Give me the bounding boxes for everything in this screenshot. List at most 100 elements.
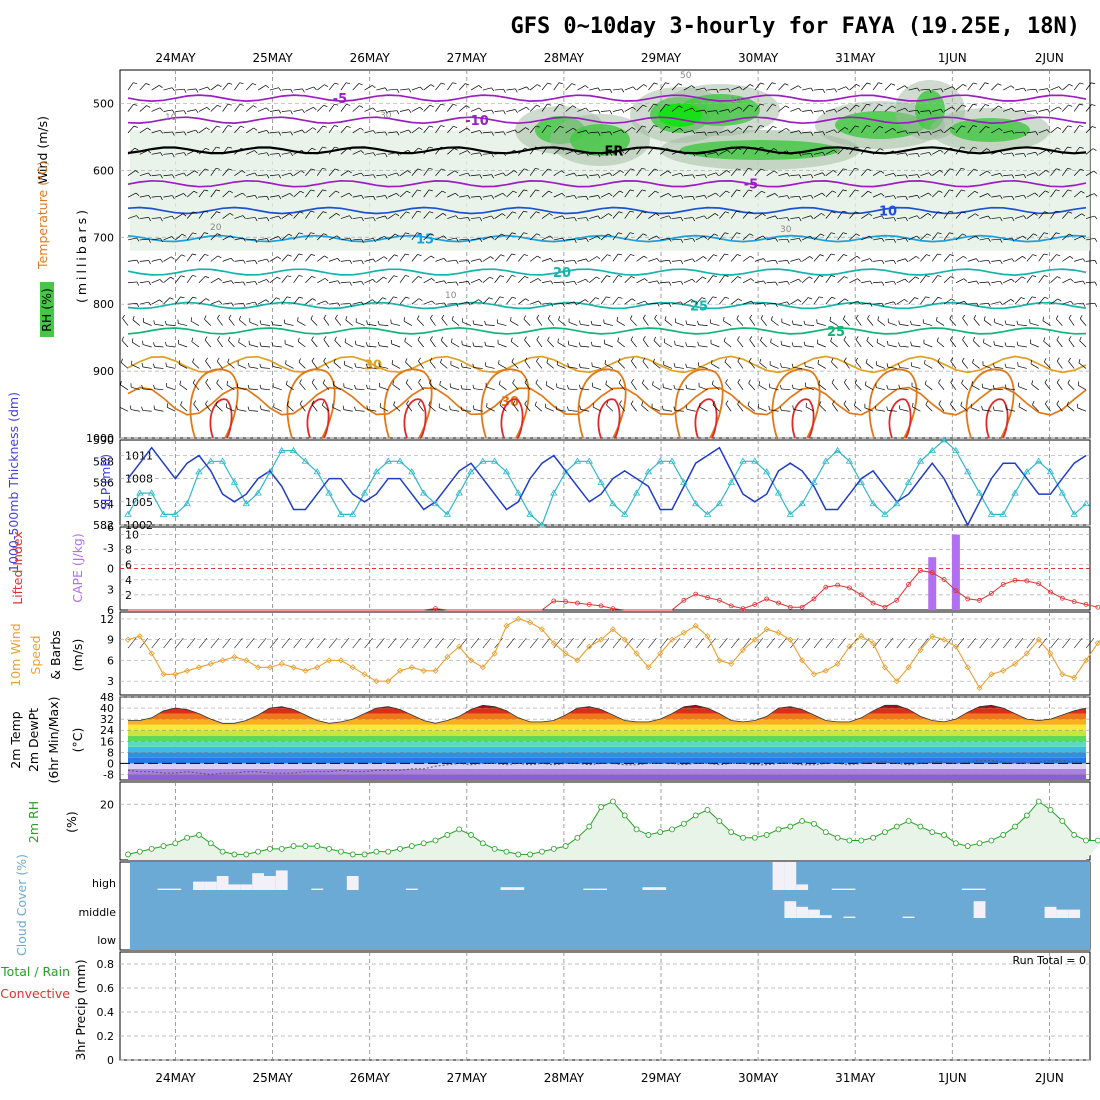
wind-barb [352,195,362,198]
wind-barb [151,195,161,198]
wind-barb [671,301,681,305]
wind-barb [754,146,761,155]
wind-barb-flag [557,338,559,343]
wind-barb [281,131,291,134]
wind-barb [911,345,921,348]
temp-color-band [128,774,1086,780]
wind-barb [802,131,812,134]
ylabel-precip: 3hr Precip (mm) [73,959,88,1060]
pressure-tick-label: 800 [93,298,114,311]
wind-barb [258,258,267,262]
wind-barb [754,190,762,198]
wind-barb-flag [928,192,932,196]
wind-barb-flag [893,195,897,200]
thickness-point [621,510,629,517]
wind-barb [343,409,353,412]
wind-barb-flag [449,405,451,410]
wind10-barb [411,637,421,649]
wind-barb [322,404,330,412]
wind-barb-flag [429,104,434,108]
wind-barb [831,382,838,391]
wind-barb-flag [787,281,790,285]
wind10-point [787,636,794,643]
wind-barb [192,382,200,391]
wind-barb [686,367,696,369]
wind-barb [340,170,349,177]
wind-barb [1050,86,1059,91]
wind-barb [1067,383,1075,391]
wind10-barb [1085,637,1095,649]
wind-barb-flag [854,379,858,384]
wind-barb-flag [361,281,364,286]
wind-barb [813,172,823,177]
wind-barb-flag [891,83,896,86]
wind-barb-flag [574,281,577,285]
wind-barb [298,341,306,348]
wind10-point [124,636,132,643]
wind-barb-flag [537,255,541,259]
wind-barb-flag [579,384,581,389]
wind-barb [781,388,791,391]
wind-barb-flag [383,276,387,280]
wind-barb-flag [396,89,400,93]
wind-barb [1073,125,1080,134]
wind-barb-flag [299,379,302,384]
wind-barb-flag [510,317,512,322]
wind-barb-flag [460,362,463,368]
wind-barb-flag [394,254,399,257]
wind-barb-flag [289,193,294,197]
wind-barb-flag [798,238,802,242]
wind-barb-flag [420,86,424,91]
wind-barb-flag [231,302,234,307]
wind-barb [707,296,713,305]
wind-barb [316,233,324,241]
wind-barb [154,409,164,412]
wind-barb-flag [596,256,601,260]
wind-barb-flag [673,384,676,390]
wind-barb [887,366,897,369]
wind-barb [683,299,692,305]
wind-barb-flag [748,146,753,149]
wind-barb-flag [561,170,565,174]
wind-barb [388,172,397,177]
wind-barb-flag [240,147,245,151]
wind-barb-flag [939,149,944,153]
wind-barb-flag [791,363,794,368]
wind-barb [1026,110,1036,112]
isotherm-line [127,179,1087,188]
wind-barb [399,129,409,134]
wind-barb-flag [950,336,953,341]
wind-barb [388,88,398,91]
wind-barb-flag [467,260,471,265]
wind-barb-flag [403,317,405,322]
wind-barb-flag [311,400,315,405]
wind-barb [435,235,444,241]
wind-barb [832,403,838,412]
wind-barb-flag [797,85,802,89]
wind-barb-flag [153,405,155,410]
wind-barb-flag [336,212,340,216]
wind-barb-flag [418,378,422,383]
wind-barb [482,297,490,305]
wind10-barb [482,637,492,649]
wind-barb-flag [378,362,380,367]
wind-barb [849,104,856,112]
wind10-barb [553,637,563,649]
wind-barb-flag [877,316,880,321]
wind-barb [778,105,786,112]
wind10-point [728,660,735,667]
wind-barb-flag [322,211,327,214]
thickness-point [159,510,168,517]
wind10-point [349,664,356,671]
wind10-point [255,664,262,671]
wind-barb [529,84,538,91]
wind-barb [896,195,906,198]
wind-barb-flag [547,336,550,341]
wind-barb [1062,104,1069,112]
wind-barb-flag [512,211,517,214]
wind-barb [222,257,232,262]
wind10-barb [671,637,681,649]
isotherm-label: -5 [744,178,758,193]
wind-barb-flag [310,315,313,320]
wind-barb-flag [760,168,765,171]
